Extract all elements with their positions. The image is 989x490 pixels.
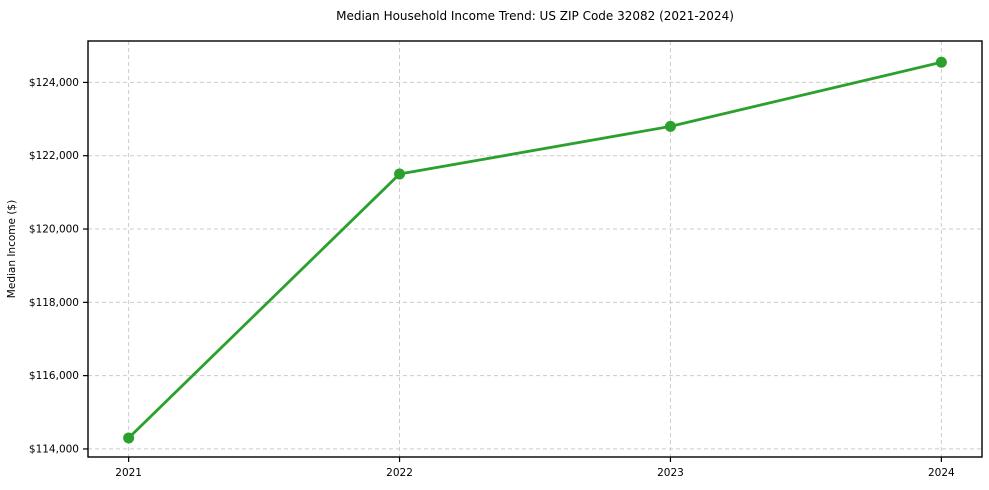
y-tick-label: $122,000 bbox=[29, 150, 79, 162]
trend-line bbox=[127, 60, 943, 440]
data-point-marker bbox=[935, 56, 947, 68]
axis-layer: $114,000 $116,000 $118,000 $120,000 $122,000… bbox=[29, 40, 983, 479]
data-point-marker bbox=[123, 432, 135, 444]
x-tick-label: 2022 bbox=[386, 467, 413, 479]
y-tick-label: $114,000 bbox=[29, 443, 79, 455]
series-layer bbox=[123, 56, 947, 444]
x-tick-label: 2021 bbox=[115, 467, 142, 479]
y-axis-label: Median Income ($) bbox=[6, 200, 18, 298]
plot-border bbox=[87, 40, 983, 458]
data-point-marker bbox=[664, 120, 676, 132]
y-tick-label: $118,000 bbox=[29, 297, 79, 309]
data-point-marker bbox=[394, 168, 406, 180]
x-tick-label: 2024 bbox=[928, 467, 955, 479]
y-tick-label: $124,000 bbox=[29, 77, 79, 89]
grid-layer bbox=[88, 41, 982, 457]
chart-title: Median Household Income Trend: US ZIP Co… bbox=[336, 9, 734, 23]
y-tick-label: $120,000 bbox=[29, 224, 79, 236]
x-tick-label: 2023 bbox=[657, 467, 684, 479]
y-tick-label: $116,000 bbox=[29, 370, 79, 382]
